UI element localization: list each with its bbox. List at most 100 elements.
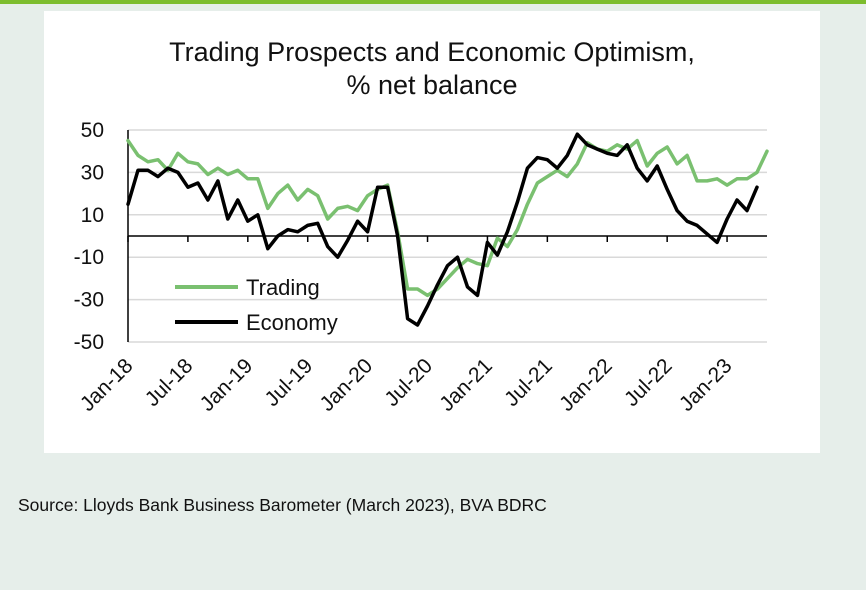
x-tick-label: Jan-20 bbox=[315, 354, 377, 416]
data-point-economy bbox=[317, 222, 319, 224]
data-point-trading bbox=[197, 163, 199, 165]
data-point-trading bbox=[367, 195, 369, 197]
data-point-economy bbox=[636, 167, 638, 169]
data-point-economy bbox=[386, 186, 389, 188]
data-point-economy bbox=[297, 231, 299, 233]
data-point-economy bbox=[137, 169, 139, 171]
data-point-trading bbox=[147, 161, 149, 163]
data-point-economy bbox=[287, 229, 289, 231]
data-point-trading bbox=[137, 154, 139, 157]
x-tick-label: Jul-21 bbox=[500, 354, 557, 411]
data-point-trading bbox=[357, 209, 359, 212]
legend-label-economy: Economy bbox=[246, 310, 338, 335]
legend-label-trading: Trading bbox=[246, 275, 320, 300]
data-point-trading bbox=[526, 203, 528, 205]
data-point-trading bbox=[536, 182, 538, 184]
data-point-economy bbox=[197, 182, 199, 184]
data-point-trading bbox=[456, 267, 459, 269]
data-point-trading bbox=[766, 150, 768, 152]
data-point-trading bbox=[636, 140, 638, 142]
data-point-economy bbox=[416, 324, 419, 326]
data-point-economy bbox=[337, 256, 339, 258]
y-tick-label: -30 bbox=[74, 289, 104, 312]
data-point-economy bbox=[357, 220, 359, 222]
data-point-economy bbox=[516, 201, 518, 203]
data-point-economy bbox=[506, 231, 509, 233]
chart-title: Trading Prospects and Economic Optimism,… bbox=[44, 36, 820, 102]
data-point-trading bbox=[386, 184, 389, 186]
data-point-trading bbox=[676, 163, 678, 165]
data-point-economy bbox=[546, 159, 548, 161]
data-point-trading bbox=[466, 258, 469, 260]
data-point-economy bbox=[247, 220, 249, 222]
data-point-trading bbox=[406, 288, 409, 290]
data-point-economy bbox=[426, 305, 429, 307]
data-point-trading bbox=[317, 195, 319, 197]
data-point-economy bbox=[556, 167, 558, 169]
data-point-trading bbox=[546, 176, 548, 178]
data-point-economy bbox=[626, 144, 628, 146]
data-point-trading bbox=[616, 144, 618, 146]
data-point-economy bbox=[396, 235, 399, 237]
data-point-trading bbox=[347, 205, 349, 207]
data-point-economy bbox=[756, 186, 758, 188]
data-point-economy bbox=[307, 224, 309, 226]
data-point-economy bbox=[217, 180, 219, 182]
y-tick-label: 50 bbox=[81, 119, 104, 142]
data-point-economy bbox=[676, 209, 678, 212]
x-tick-label: Jul-22 bbox=[620, 354, 677, 411]
data-point-trading bbox=[486, 265, 489, 267]
y-tick-label: 30 bbox=[81, 161, 104, 184]
x-tick-label: Jan-21 bbox=[435, 354, 497, 416]
data-point-trading bbox=[337, 207, 339, 210]
data-point-economy bbox=[147, 169, 149, 171]
data-point-trading bbox=[496, 237, 499, 239]
data-point-economy bbox=[486, 241, 489, 243]
data-point-economy bbox=[696, 224, 698, 226]
data-point-economy bbox=[726, 218, 728, 220]
x-tick-label: Jul-20 bbox=[380, 354, 437, 411]
data-point-trading bbox=[726, 184, 728, 186]
data-point-trading bbox=[187, 161, 189, 163]
data-point-economy bbox=[187, 186, 189, 188]
data-point-economy bbox=[466, 286, 469, 288]
data-point-trading bbox=[656, 152, 658, 154]
data-point-economy bbox=[496, 254, 499, 256]
x-tick-label: Jan-19 bbox=[196, 354, 258, 416]
data-point-trading bbox=[746, 178, 748, 180]
data-point-trading bbox=[756, 171, 758, 173]
x-tick-label: Jan-18 bbox=[76, 354, 138, 416]
data-point-economy bbox=[347, 239, 349, 241]
y-tick-label: 10 bbox=[81, 204, 104, 227]
data-point-economy bbox=[586, 144, 588, 146]
data-point-trading bbox=[297, 199, 299, 201]
data-point-economy bbox=[446, 265, 449, 267]
data-point-economy bbox=[406, 318, 409, 320]
data-point-economy bbox=[746, 209, 748, 212]
data-point-trading bbox=[566, 176, 568, 178]
data-point-economy bbox=[716, 241, 718, 243]
data-point-economy bbox=[127, 203, 129, 205]
data-point-trading bbox=[516, 229, 518, 231]
data-point-trading bbox=[576, 163, 578, 165]
data-point-economy bbox=[646, 180, 648, 182]
data-point-economy bbox=[436, 284, 439, 286]
data-point-trading bbox=[267, 207, 269, 210]
x-tick-label: Jan-23 bbox=[675, 354, 737, 416]
data-point-economy bbox=[456, 256, 459, 258]
data-point-trading bbox=[217, 167, 219, 169]
data-point-economy bbox=[596, 148, 598, 150]
data-point-trading bbox=[686, 154, 688, 157]
data-point-trading bbox=[207, 173, 209, 176]
data-point-trading bbox=[307, 188, 309, 190]
data-point-economy bbox=[257, 214, 259, 216]
data-point-economy bbox=[476, 294, 479, 296]
data-point-trading bbox=[426, 294, 429, 296]
data-point-economy bbox=[536, 156, 538, 159]
chart-title-line-2: % net balance bbox=[346, 70, 518, 100]
data-point-trading bbox=[706, 180, 708, 182]
data-point-economy bbox=[267, 248, 269, 250]
data-point-economy bbox=[237, 199, 239, 201]
data-point-trading bbox=[157, 159, 159, 161]
